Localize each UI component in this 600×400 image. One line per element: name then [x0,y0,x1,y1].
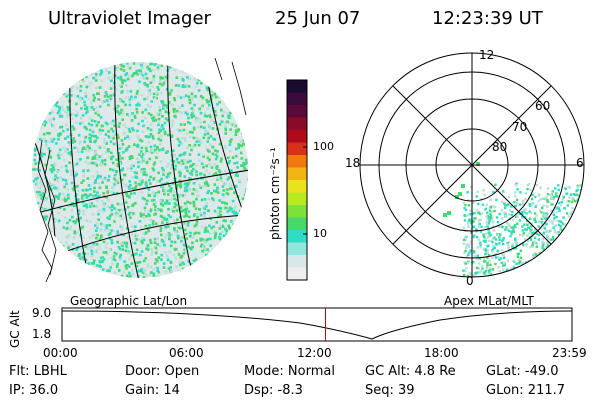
app-title: Ultraviolet Imager [48,8,211,29]
colorbar-segment [287,230,307,243]
colorbar-segment [287,155,307,168]
colorbar-segment [287,217,307,231]
xtick-1800: 18:00 [424,346,459,360]
colorbar-segment [287,80,307,93]
colorbar-segment [287,192,307,206]
info-dsp: Dsp: -8.3 [244,383,303,398]
apex-emission [443,162,584,277]
altitude-plot [61,307,573,342]
lat-label-70: 70 [512,120,528,134]
xtick-0600: 06:00 [169,346,204,360]
xtick-1200: 12:00 [297,346,332,360]
info-gain: Gain: 14 [125,383,180,398]
colorbar-gradient [287,80,307,281]
lat-label-60: 60 [535,99,551,113]
altitude-curve [61,310,573,340]
geographic-caption: Geographic Lat/Lon [70,294,188,308]
altitude-ylabel: GC Alt [8,310,22,348]
info-mode: Mode: Normal [244,364,335,379]
colorbar-tick-label-100: 100 [313,140,334,153]
xtick-0000: 00:00 [43,346,78,360]
mlt-label-0: 0 [466,274,474,288]
colorbar-frame [286,79,308,281]
colorbar [286,79,308,281]
info-ip: IP: 36.0 [9,383,59,398]
altitude-plot-frame [61,307,573,342]
geographic-image-panel [32,57,248,283]
colorbar-tick-label-10: 10 [313,227,327,240]
colorbar-segment [287,105,307,118]
info-seq: Seq: 39 [365,383,415,398]
info-door: Door: Open [125,364,200,379]
colorbar-segment [287,92,307,106]
colorbar-segment [287,255,307,268]
colorbar-segment [287,267,307,281]
colorbar-segment [287,167,307,181]
xtick-2359: 23:59 [552,346,587,360]
altitude-ytick-9: 9.0 [32,306,52,320]
info-glon: GLon: 211.7 [486,383,566,398]
apex-caption: Apex MLat/MLT [444,294,534,308]
mlt-label-18: 18 [345,156,361,170]
apex-axis-diag-2 [392,85,552,245]
info-glat: GLat: -49.0 [486,364,559,379]
lat-label-80: 80 [492,140,508,154]
time-label: 12:23:39 UT [432,8,543,29]
altitude-ytick-1-8: 1.8 [32,327,52,341]
colorbar-unit-label: photon cm⁻²s⁻¹ [268,147,282,240]
colorbar-segment [287,242,307,256]
date-label: 25 Jun 07 [275,8,361,29]
colorbar-segment [287,205,307,218]
colorbar-segment [287,142,307,156]
colorbar-segment [287,180,307,193]
coastline [37,57,247,283]
apex-polar-panel [359,52,585,278]
mlt-label-6: 6 [576,156,584,170]
mlt-label-12: 12 [479,48,495,62]
info-gc-alt: GC Alt: 4.8 Re [365,364,456,379]
colorbar-segment [287,117,307,131]
colorbar-segment [287,130,307,143]
info-filter: Flt: LBHL [9,364,67,379]
